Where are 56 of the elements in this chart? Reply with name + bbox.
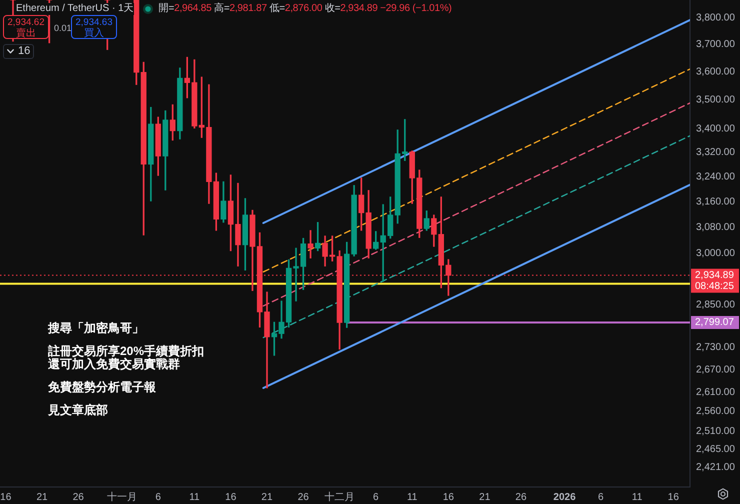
- x-tick-label: 21: [479, 492, 491, 503]
- y-tick-label: 3,800.00: [696, 12, 736, 24]
- text: 開=2,964.85 高=2,981.87 低=2,876.00 收=2,934.89 −29.96 (−1.01%): [158, 3, 452, 14]
- annotation: 16: [18, 45, 30, 57]
- x-tick-label: 21: [36, 492, 48, 503]
- x-tick-label: 11: [189, 492, 200, 503]
- x-tick-label: 十二月: [324, 490, 355, 503]
- x-tick-label: 11: [406, 492, 418, 503]
- x-tick-label: 16: [442, 492, 454, 503]
- y-tick-label: 3,000.00: [696, 248, 736, 260]
- annotation: 買入: [83, 28, 105, 39]
- y-tick-label: 2,730.00: [696, 342, 736, 354]
- y-tick-label: 2,560.00: [696, 406, 736, 418]
- sell-button: 2,934.62 賣出: [3, 15, 49, 39]
- y-tick-label: 3,160.00: [696, 196, 736, 208]
- x-tick-label: 16: [225, 492, 237, 503]
- chart-title: Ethereum / TetherUS · 1天: [16, 3, 134, 15]
- y-tick-label: 2,421.00: [696, 462, 736, 473]
- buy-button: 2,934.63 買入: [71, 15, 117, 39]
- y-tick-label: 2,610.00: [696, 386, 736, 398]
- y-tick-label: 2,510.00: [696, 426, 736, 437]
- y-tick-label: 3,320.00: [696, 147, 736, 158]
- indicator-toggle: 16: [3, 44, 34, 59]
- x-tick-label: 11: [632, 492, 643, 503]
- text: 08:48:25: [695, 281, 734, 292]
- y-tick-label: 2,465.00: [696, 444, 736, 455]
- annotation: 見文章底部: [48, 403, 108, 417]
- annotation: 2,934.63: [74, 17, 114, 28]
- annotation: 賣出: [15, 28, 37, 39]
- y-tick-label: 3,240.00: [696, 172, 736, 183]
- y-tick-label: 3,500.00: [696, 94, 736, 106]
- annotation: 搜尋「加密鳥哥」: [48, 321, 144, 335]
- y-tick-label: 3,080.00: [696, 222, 736, 233]
- y-tick-label: 2,670.00: [696, 364, 736, 376]
- x-tick-label: 26: [298, 492, 310, 503]
- x-tick-label: 16: [668, 492, 680, 503]
- x-tick-label: 十一月: [106, 490, 137, 503]
- y-tick-label: 3,400.00: [696, 123, 736, 134]
- x-tick-label: 26: [515, 492, 527, 503]
- annotation: 2,799.07: [695, 317, 734, 328]
- annotation: 免費盤勢分析電子報: [48, 380, 156, 394]
- x-tick-label: 16: [0, 492, 12, 503]
- x-tick-label: 21: [261, 492, 273, 503]
- y-tick-label: 3,700.00: [696, 39, 736, 50]
- y-tick-label: 3,600.00: [696, 66, 736, 78]
- x-tick-label: 26: [72, 492, 84, 503]
- x-tick-label: 2026: [553, 492, 576, 503]
- x-tick-label: 6: [373, 492, 380, 503]
- annotation: 還可加入免費交易實戰群: [48, 357, 180, 371]
- y-tick-label: 2,850.00: [696, 299, 736, 310]
- x-tick-label: 6: [155, 492, 162, 503]
- ref-line-label: 2,934.89: [695, 270, 734, 282]
- annotation: 註冊交易所享20%手續費折扣: [48, 344, 204, 358]
- annotation: 2,934.62: [6, 17, 46, 28]
- annotation: 0.01: [54, 23, 72, 34]
- x-tick-label: 6: [598, 492, 604, 503]
